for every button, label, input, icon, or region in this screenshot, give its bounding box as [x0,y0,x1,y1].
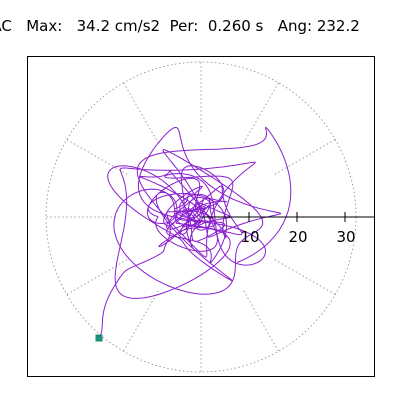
grid-spoke [123,82,159,144]
title: IAC [0,17,12,35]
grid-spoke [243,290,279,352]
ang-label: Ang: [277,17,313,35]
header-text: IAC Max: 34.2 cm/s2 Per: 0.260 s Ang: 23… [0,17,360,35]
radial-ticks: 10 20 30 [240,212,356,246]
grid-spoke [123,290,159,352]
polar-plot: 10 20 30 [45,61,374,373]
end-marker [95,334,103,342]
tick-label: 30 [336,228,355,246]
ang-value: 232.2 [316,17,360,35]
polar-plot-frame: 10 20 30 [27,56,375,377]
orbit-path [98,126,292,339]
max-label: Max: [26,17,63,35]
tick-label: 20 [288,228,307,246]
grid-spoke [66,259,128,295]
header-bar: IAC Max: 34.2 cm/s2 Per: 0.260 s Ang: 23… [0,0,400,50]
orbit-trace [98,126,292,339]
per-value: 0.260 s [207,17,264,35]
tick-label: 10 [240,228,259,246]
grid-spoke [66,139,128,175]
max-value: 34.2 cm/s2 [76,17,161,35]
end-marker-square [95,334,103,342]
grid-spoke [274,259,336,295]
grid-spoke [243,82,279,144]
per-label: Per: [169,17,199,35]
